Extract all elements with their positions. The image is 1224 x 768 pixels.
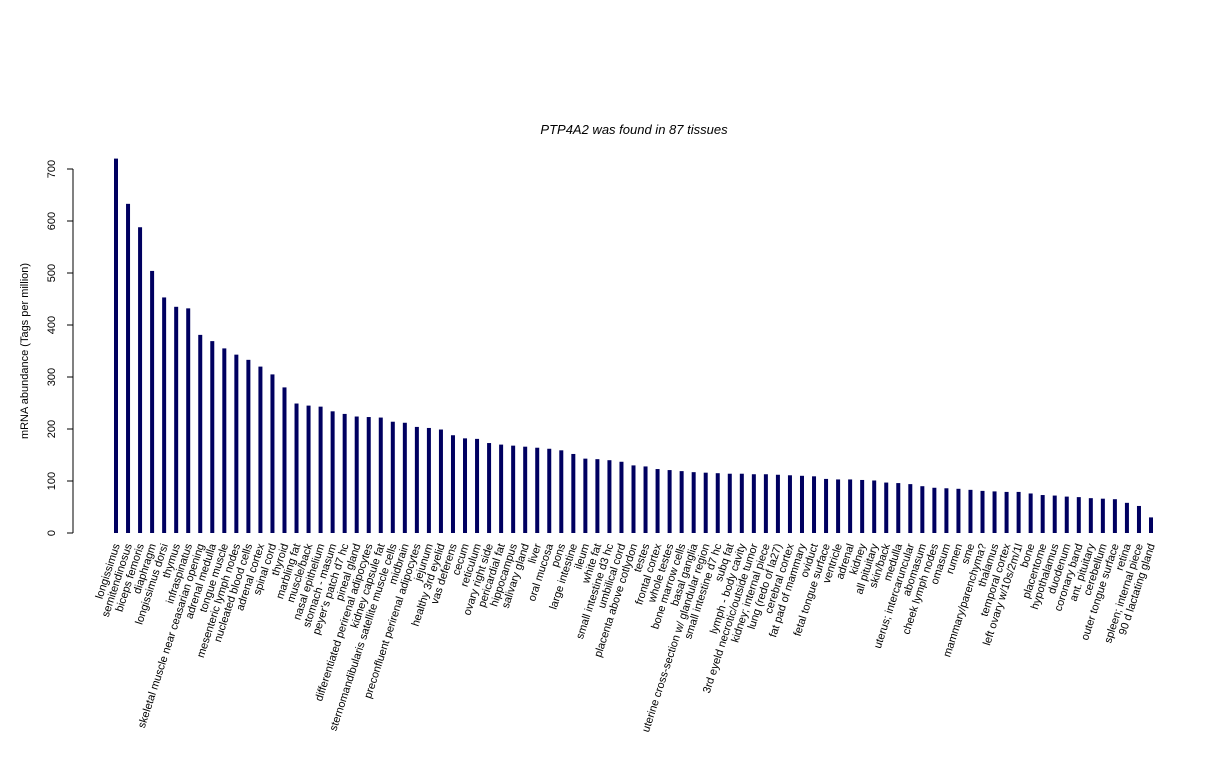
y-axis-label: mRNA abundance (Tags per million) xyxy=(19,263,31,439)
bar xyxy=(1028,493,1033,533)
bar xyxy=(896,483,901,533)
bar xyxy=(222,348,227,533)
bar xyxy=(703,472,708,533)
y-tick-label: 200 xyxy=(46,420,58,438)
bar xyxy=(1149,517,1153,533)
bar xyxy=(150,270,155,533)
bar xyxy=(487,443,492,533)
y-tick-label: 500 xyxy=(46,264,58,282)
bar xyxy=(270,374,275,533)
bar xyxy=(499,444,504,533)
bar xyxy=(294,403,299,533)
bar xyxy=(908,484,913,533)
bar xyxy=(390,421,395,533)
bar xyxy=(799,475,804,533)
bar xyxy=(186,308,191,533)
y-tick-label: 100 xyxy=(46,472,58,490)
bar xyxy=(511,445,516,533)
bar xyxy=(1064,496,1069,533)
bar xyxy=(980,490,985,533)
bar xyxy=(667,470,672,533)
bar xyxy=(631,465,636,533)
bar xyxy=(932,487,937,533)
bar xyxy=(318,406,323,533)
bar xyxy=(1076,497,1081,533)
bar xyxy=(872,480,877,533)
bar xyxy=(884,482,889,533)
bar xyxy=(643,466,648,533)
bar xyxy=(475,438,480,533)
bar xyxy=(715,473,720,533)
bar xyxy=(366,417,371,533)
bar xyxy=(306,405,311,533)
bar xyxy=(1040,495,1045,533)
bar xyxy=(1052,495,1057,533)
bar xyxy=(1088,498,1093,533)
bar xyxy=(848,479,853,533)
y-tick-label: 300 xyxy=(46,368,58,386)
bar xyxy=(787,475,792,533)
bar xyxy=(775,474,780,533)
bar xyxy=(956,488,961,533)
bar xyxy=(378,417,383,533)
bar xyxy=(138,227,143,534)
bar xyxy=(547,448,552,533)
bar xyxy=(860,479,865,533)
bar xyxy=(258,366,263,533)
bar xyxy=(751,474,756,533)
y-tick-label: 0 xyxy=(46,530,58,536)
bar xyxy=(234,354,239,533)
bar xyxy=(126,203,131,533)
bar xyxy=(583,458,588,533)
bar xyxy=(691,472,696,533)
bar xyxy=(571,453,576,533)
bar xyxy=(944,488,949,533)
bar xyxy=(679,471,684,533)
y-tick-label: 700 xyxy=(46,160,58,178)
bar xyxy=(920,486,925,533)
bar xyxy=(342,413,347,533)
bar xyxy=(282,387,287,533)
bar xyxy=(824,478,829,533)
bar xyxy=(174,306,179,533)
bar xyxy=(463,438,468,533)
y-tick-label: 600 xyxy=(46,212,58,230)
bar xyxy=(402,422,407,533)
bar xyxy=(655,469,660,533)
bar xyxy=(739,473,744,533)
bar xyxy=(812,476,817,533)
bar xyxy=(426,427,431,533)
bar xyxy=(210,341,215,533)
bar xyxy=(450,435,455,533)
bar xyxy=(727,473,732,533)
bar xyxy=(619,461,624,533)
bar xyxy=(535,447,540,533)
bar xyxy=(114,158,118,533)
bar xyxy=(162,297,167,533)
bar xyxy=(198,334,203,533)
bar xyxy=(607,460,612,533)
bar xyxy=(836,479,841,533)
bar xyxy=(992,491,997,533)
bar xyxy=(354,416,359,533)
bar xyxy=(523,446,528,533)
bar xyxy=(246,359,251,533)
bar xyxy=(414,426,419,533)
bar xyxy=(1016,491,1021,533)
bar xyxy=(1100,498,1105,533)
bar xyxy=(330,411,335,533)
bar xyxy=(595,459,600,533)
bar xyxy=(968,489,973,533)
bar xyxy=(438,429,443,533)
bar xyxy=(1136,505,1141,533)
bar xyxy=(1112,499,1117,533)
y-tick-label: 400 xyxy=(46,316,58,334)
bar xyxy=(763,474,768,533)
bar xyxy=(1124,502,1129,533)
bar xyxy=(559,450,564,533)
bar xyxy=(1004,491,1009,533)
chart-title: PTP4A2 was found in 87 tissues xyxy=(540,122,728,137)
